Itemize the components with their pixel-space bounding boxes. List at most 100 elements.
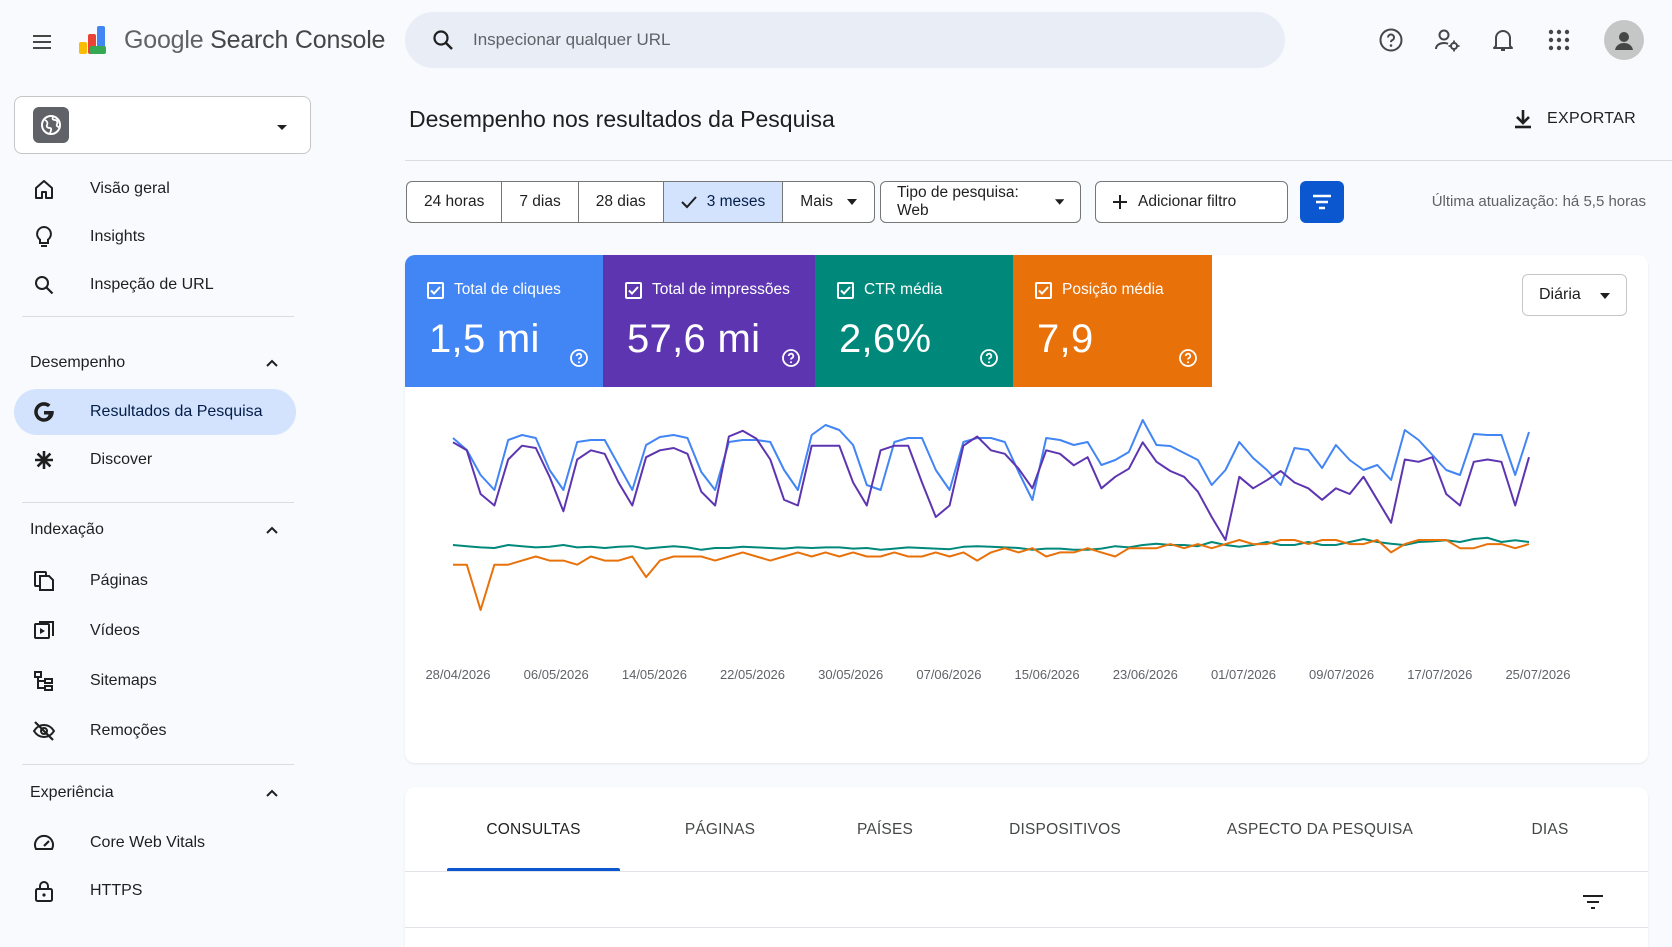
sidebar-item-https[interactable]: HTTPS: [14, 868, 296, 914]
x-tick-label: 17/07/2026: [1407, 667, 1472, 682]
range-24h-button[interactable]: 24 horas: [407, 182, 503, 222]
x-tick-label: 22/05/2026: [720, 667, 785, 682]
range-more-button[interactable]: Mais: [783, 182, 874, 222]
range-7d-button[interactable]: 7 dias: [502, 182, 579, 222]
help-icon[interactable]: [781, 348, 801, 373]
export-button[interactable]: EXPORTAR: [1513, 108, 1636, 130]
tab-queries[interactable]: CONSULTAS: [486, 820, 581, 838]
tab-pages[interactable]: PÁGINAS: [684, 820, 756, 838]
granularity-dropdown[interactable]: Diária: [1522, 274, 1627, 316]
active-tab-indicator: [447, 868, 620, 871]
x-tick-label: 06/05/2026: [524, 667, 589, 682]
sidebar-item-sitemaps[interactable]: Sitemaps: [14, 658, 296, 704]
last-updated-text: Última atualização: há 5,5 horas: [1431, 193, 1646, 210]
table-filter-button[interactable]: [1578, 887, 1608, 917]
chevron-up-icon: [262, 520, 282, 545]
sidebar-item-label: Discover: [90, 451, 153, 468]
filter-settings-button[interactable]: [1300, 181, 1344, 223]
brand-name: Google Search Console: [124, 26, 385, 55]
range-label: Mais: [800, 193, 834, 210]
metric-label: Total de impressões: [652, 281, 790, 298]
home-icon: [30, 178, 58, 200]
hamburger-icon: [33, 35, 51, 49]
help-icon[interactable]: [979, 348, 999, 373]
sidebar-item-search-results[interactable]: Resultados da Pesquisa: [14, 389, 296, 435]
metric-label: Posição média: [1062, 281, 1164, 298]
sidebar-item-label: Vídeos: [90, 622, 140, 639]
sidebar-item-core-web-vitals[interactable]: Core Web Vitals: [14, 820, 296, 866]
top-actions: [1372, 20, 1644, 60]
table-header-divider: [405, 927, 1648, 928]
performance-line-chart[interactable]: 28/04/2026 06/05/2026 14/05/2026 22/05/2026…: [405, 255, 1648, 763]
section-experience-toggle[interactable]: Experiência: [14, 773, 296, 813]
asterisk-icon: [30, 449, 58, 471]
person-icon: [1615, 32, 1633, 50]
metric-clicks-card[interactable]: Total de cliques 1,5 mi: [405, 255, 603, 387]
sidebar-item-label: Inspeção de URL: [90, 276, 214, 293]
search-type-filter[interactable]: Tipo de pesquisa: Web: [880, 181, 1081, 223]
section-performance-toggle[interactable]: Desempenho: [14, 343, 296, 383]
tab-search-appearance[interactable]: ASPECTO DA PESQUISA: [1226, 820, 1414, 838]
x-tick-label: 30/05/2026: [818, 667, 883, 682]
caret-down-icon: [1600, 293, 1610, 299]
tab-countries[interactable]: PAÍSES: [856, 820, 914, 838]
sidebar-item-removals[interactable]: Remoções: [14, 708, 296, 754]
search-console-logo: [76, 22, 112, 58]
url-inspection-search[interactable]: [405, 12, 1285, 68]
sidebar-item-insights[interactable]: Insights: [14, 214, 296, 260]
checkbox-checked-icon: [837, 281, 854, 299]
x-tick-label: 07/06/2026: [916, 667, 981, 682]
sidebar-item-discover[interactable]: Discover: [14, 437, 296, 483]
metric-ctr-card[interactable]: CTR média 2,6%: [815, 255, 1013, 387]
sidebar-item-url-inspection[interactable]: Inspeção de URL: [14, 262, 296, 308]
sidebar: Visão geral Insights Inspeção de URL Des…: [0, 80, 311, 941]
range-28d-button[interactable]: 28 dias: [579, 182, 664, 222]
tab-devices[interactable]: DISPOSITIVOS: [1009, 820, 1121, 838]
help-icon[interactable]: [569, 348, 589, 373]
metric-value: 1,5 mi: [429, 317, 540, 361]
google-g-icon: [30, 401, 58, 423]
range-3m-button[interactable]: 3 meses: [663, 182, 784, 222]
pages-icon: [30, 570, 58, 592]
metric-impressions-card[interactable]: Total de impressões 57,6 mi: [603, 255, 815, 387]
lightbulb-icon: [30, 225, 58, 249]
tab-days[interactable]: DIAS: [1531, 820, 1569, 838]
account-avatar[interactable]: [1604, 20, 1644, 60]
performance-chart-card: Total de cliques 1,5 mi Total de impress…: [405, 255, 1648, 763]
caret-down-icon: [276, 119, 288, 137]
sidebar-item-pages[interactable]: Páginas: [14, 558, 296, 604]
range-label: 24 horas: [424, 193, 485, 210]
property-selector[interactable]: [14, 96, 311, 154]
range-label: 7 dias: [519, 193, 561, 210]
lock-icon: [30, 879, 58, 903]
user-settings-button[interactable]: [1428, 20, 1466, 60]
top-bar: Google Search Console: [0, 0, 1672, 80]
help-icon[interactable]: [1178, 348, 1198, 373]
video-icon: [30, 620, 58, 642]
metric-position-card[interactable]: Posição média 7,9: [1013, 255, 1212, 387]
add-filter-label: Adicionar filtro: [1138, 193, 1237, 210]
series-line-total-de-cliques: [452, 419, 1530, 501]
notifications-button[interactable]: [1484, 20, 1522, 60]
sidebar-item-overview[interactable]: Visão geral: [14, 166, 296, 212]
metric-label: Total de cliques: [454, 281, 561, 298]
main-menu-button[interactable]: [24, 24, 60, 60]
sidebar-divider: [22, 764, 294, 765]
url-inspection-input[interactable]: [473, 30, 1173, 50]
sidebar-item-label: Insights: [90, 228, 146, 245]
check-icon: [680, 196, 697, 209]
add-filter-button[interactable]: Adicionar filtro: [1095, 181, 1288, 223]
sidebar-item-videos[interactable]: Vídeos: [14, 608, 296, 654]
help-button[interactable]: [1372, 20, 1410, 60]
section-indexing-toggle[interactable]: Indexação: [14, 510, 296, 550]
sidebar-item-label: Visão geral: [90, 180, 170, 197]
sidebar-item-label: Core Web Vitals: [90, 834, 206, 851]
section-title: Desempenho: [30, 354, 126, 371]
apps-button[interactable]: [1540, 20, 1578, 60]
sidebar-item-label: Resultados da Pesquisa: [90, 403, 263, 420]
series-line-ctr-m-dia: [452, 536, 1530, 551]
filter-list-icon: [1583, 895, 1603, 909]
metric-value: 7,9: [1037, 317, 1094, 361]
metric-label: CTR média: [864, 281, 943, 298]
sitemap-icon: [30, 670, 58, 692]
